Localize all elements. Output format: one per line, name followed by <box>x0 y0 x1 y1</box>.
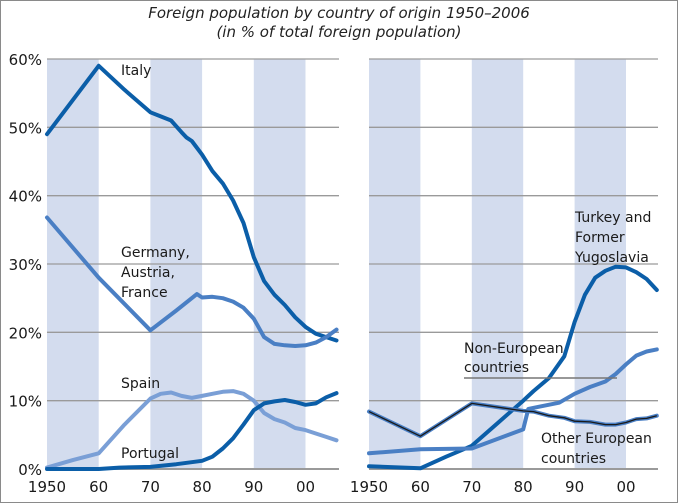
label-noneuro-1: Non-European <box>464 341 564 357</box>
label-austria: Austria, <box>121 265 175 281</box>
series-line-spain <box>45 389 339 470</box>
series-line-germany-austria-france <box>45 215 339 348</box>
label-othereuro-2: countries <box>541 451 606 467</box>
series-line-other-european-countries <box>368 402 657 437</box>
label-noneuro-2: countries <box>464 360 529 376</box>
x-tick-label: 00 <box>616 478 635 496</box>
y-tick-label: 10% <box>9 393 42 411</box>
y-tick-label: 20% <box>9 324 42 342</box>
x-tick-label: 70 <box>141 478 160 496</box>
series-line-italy <box>45 63 339 343</box>
y-tick-label: 40% <box>9 188 42 206</box>
x-tick-label: 60 <box>411 478 430 496</box>
label-france: France <box>121 285 168 301</box>
series-line-portugal <box>45 391 339 471</box>
y-tick-label: 50% <box>9 119 42 137</box>
x-tick-label: 00 <box>296 478 315 496</box>
chart-subtitle: (in % of total foreign population) <box>216 23 462 41</box>
y-tick-label: 30% <box>9 256 42 274</box>
x-tick-label: 90 <box>565 478 584 496</box>
x-tick-label: 1950 <box>28 478 66 496</box>
label-portugal: Portugal <box>121 446 179 462</box>
x-tick-label: 90 <box>244 478 263 496</box>
x-tick-label: 60 <box>89 478 108 496</box>
label-spain: Spain <box>121 376 160 392</box>
y-tick-label: 0% <box>18 461 42 479</box>
x-tick-label: 1950 <box>350 478 388 496</box>
label-turkey-3: Yugoslavia <box>574 250 649 266</box>
label-italy: Italy <box>121 63 151 79</box>
label-othereuro-1: Other European <box>541 431 652 447</box>
x-tick-label: 70 <box>462 478 481 496</box>
y-tick-label: 60% <box>9 51 42 69</box>
label-turkey-1: Turkey and <box>574 210 651 226</box>
series-line-non-european-countries <box>367 347 659 456</box>
chart-title: Foreign population by country of origin … <box>148 4 530 22</box>
x-tick-label: 80 <box>193 478 212 496</box>
label-germany: Germany, <box>121 245 190 261</box>
x-tick-label: 80 <box>514 478 533 496</box>
label-turkey-2: Former <box>575 230 625 246</box>
